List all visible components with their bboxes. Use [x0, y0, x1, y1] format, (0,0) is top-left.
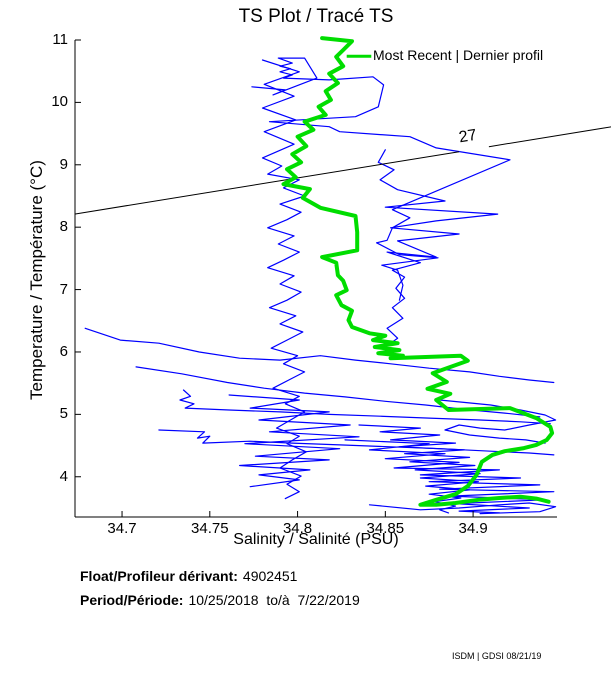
y-axis-label: Temperature / Température (°C)	[27, 160, 46, 400]
plot-title: TS Plot / Tracé TS	[238, 6, 394, 27]
y-tick-label: 7	[59, 280, 68, 298]
previous-profile-line	[377, 149, 499, 359]
y-tick-label: 10	[51, 93, 68, 111]
density-contour-line	[488, 126, 611, 148]
credit-text: ISDM | GDSI 08/21/19	[452, 651, 542, 661]
y-tick-label: 9	[59, 155, 68, 173]
period-line: Period/Période: 10/25/2018 to/à 7/22/2019	[80, 592, 360, 608]
y-tick-label: 4	[59, 467, 68, 485]
float-label: Float/Profileur dérivant:	[80, 568, 238, 584]
y-tick-label: 8	[59, 218, 68, 236]
previous-profile-line	[179, 389, 551, 425]
float-value: 4902451	[242, 568, 298, 584]
x-axis-label: Salinity / Salinité (PSU)	[233, 531, 399, 548]
float-id-line: Float/Profileur dérivant: 4902451	[80, 568, 297, 584]
x-tick-label: 34.7	[107, 520, 137, 537]
previous-profile-line	[158, 429, 555, 456]
y-tick-label: 6	[59, 342, 68, 360]
x-tick-label: 34.85	[366, 520, 405, 537]
previous-profile-line	[439, 399, 557, 444]
x-tick-label: 34.9	[458, 520, 488, 537]
legend-label: Most Recent | Dernier profil	[373, 47, 544, 63]
period-value: 10/25/2018 to/à 7/22/2019	[188, 592, 360, 608]
x-tick-label: 34.8	[282, 520, 313, 537]
density-contour-label: 27	[457, 126, 478, 147]
y-tick-label: 11	[52, 31, 68, 48]
previous-profile-line	[368, 502, 557, 515]
period-label: Period/Période:	[80, 592, 184, 608]
most-recent-profile-line	[281, 36, 555, 507]
x-tick-label: 34.75	[191, 520, 229, 537]
y-tick-label: 5	[59, 405, 68, 423]
previous-profile-line	[84, 327, 555, 384]
previous-profile-line	[228, 394, 360, 488]
previous-profile-line	[261, 59, 307, 500]
previous-profile-line	[358, 424, 481, 514]
density-contour-line	[74, 151, 460, 215]
